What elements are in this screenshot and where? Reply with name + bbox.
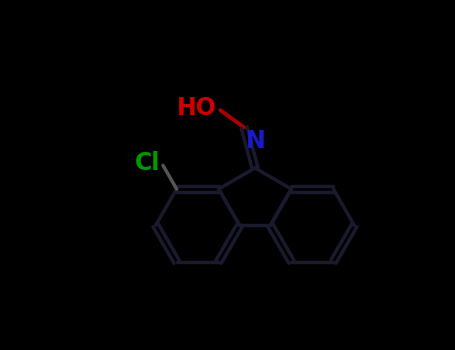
Text: N: N [246,130,266,153]
Text: HO: HO [177,96,216,120]
Text: Cl: Cl [135,151,160,175]
